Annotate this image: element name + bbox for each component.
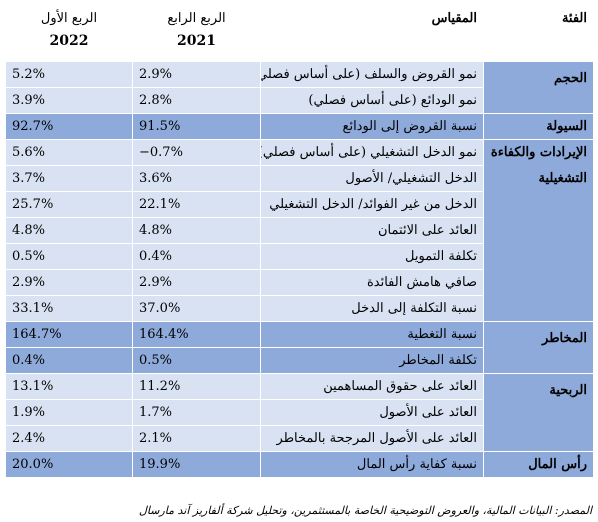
- table-row: المخاطر نسبة التغطية 164.4% 164.7%: [5, 321, 594, 374]
- value-q4-2021: 2.1%: [132, 425, 261, 452]
- value-q4-2021: 164.4%: [132, 321, 261, 348]
- metric-cell: نسبة كفاية رأس المال: [260, 451, 484, 478]
- value-q4-2021: 1.7%: [132, 399, 261, 426]
- table-row: العائد على الأصول 1.7% 1.9%: [5, 399, 594, 426]
- value-q4-2021: −0.7%: [132, 139, 261, 166]
- metric-cell: نمو الدخل التشغيلي (على أساس فصلي): [260, 139, 484, 166]
- value-q1-2022: 92.7%: [5, 113, 133, 140]
- metric-cell: العائد على حقوق المساهمين: [260, 373, 484, 400]
- value-q4-2021: 2.9%: [132, 269, 261, 296]
- value-q1-2022: 2.4%: [5, 425, 133, 452]
- value-q1-2022: 20.0%: [5, 451, 133, 478]
- category-cell: المخاطر: [483, 321, 594, 374]
- table-row: تكلفة التمويل 0.4% 0.5%: [5, 243, 594, 270]
- metric-cell: نسبة التكلفة إلى الدخل: [260, 295, 484, 322]
- value-q1-2022: 2.9%: [5, 269, 133, 296]
- metric-cell: نمو القروض والسلف (على أساس فصلي): [260, 61, 484, 88]
- header-q1-year: 2022: [49, 33, 89, 49]
- value-q1-2022: 5.2%: [5, 61, 133, 88]
- category-cell: الربحية: [483, 373, 594, 452]
- header-q4-2021: الربع الرابع 2021: [132, 5, 261, 62]
- metric-cell: تكلفة المخاطر: [260, 347, 484, 374]
- metric-cell: نسبة التغطية: [260, 321, 484, 348]
- source-note: المصدر: البيانات المالية، والعروض التوضي…: [138, 504, 592, 517]
- value-q4-2021: 3.6%: [132, 165, 261, 192]
- value-q4-2021: 2.8%: [132, 87, 261, 114]
- value-q4-2021: 19.9%: [132, 451, 261, 478]
- metric-cell: العائد على الأصول المرجحة بالمخاطر: [260, 425, 484, 452]
- metric-cell: الدخل من غير الفوائد/ الدخل التشغيلي: [260, 191, 484, 218]
- table-row: الحجم نمو القروض والسلف (على أساس فصلي) …: [5, 61, 594, 114]
- value-q4-2021: 2.9%: [132, 61, 261, 88]
- value-q4-2021: 22.1%: [132, 191, 261, 218]
- value-q4-2021: 0.5%: [132, 347, 261, 374]
- value-q1-2022: 3.7%: [5, 165, 133, 192]
- table-row: الدخل التشغيلي/ الأصول 3.6% 3.7%: [5, 165, 594, 192]
- value-q4-2021: 4.8%: [132, 217, 261, 244]
- table-row: الربحية العائد على حقوق المساهمين 11.2% …: [5, 373, 594, 452]
- header-row: الفئة المقياس الربع الرابع 2021 الربع ال…: [5, 5, 594, 62]
- value-q1-2022: 1.9%: [5, 399, 133, 426]
- value-q1-2022: 25.7%: [5, 191, 133, 218]
- header-q1-2022: الربع الأول 2022: [5, 5, 133, 62]
- value-q1-2022: 3.9%: [5, 87, 133, 114]
- value-q1-2022: 4.8%: [5, 217, 133, 244]
- metric-cell: العائد على الائتمان: [260, 217, 484, 244]
- value-q4-2021: 0.4%: [132, 243, 261, 270]
- header-q1-label: الربع الأول: [40, 11, 98, 26]
- banking-metrics-table: الفئة المقياس الربع الرابع 2021 الربع ال…: [5, 5, 594, 478]
- table-row: نمو الودائع (على أساس فصلي) 2.8% 3.9%: [5, 87, 594, 114]
- metric-cell: العائد على الأصول: [260, 399, 484, 426]
- metric-cell: صافي هامش الفائدة: [260, 269, 484, 296]
- value-q1-2022: 0.5%: [5, 243, 133, 270]
- metric-cell: نمو الودائع (على أساس فصلي): [260, 87, 484, 114]
- table-row: تكلفة المخاطر 0.5% 0.4%: [5, 347, 594, 374]
- metric-cell: الدخل التشغيلي/ الأصول: [260, 165, 484, 192]
- table-row: نسبة التكلفة إلى الدخل 37.0% 33.1%: [5, 295, 594, 322]
- header-q4-year: 2021: [177, 33, 216, 49]
- metric-cell: تكلفة التمويل: [260, 243, 484, 270]
- value-q1-2022: 5.6%: [5, 139, 133, 166]
- category-cell: السيولة: [483, 113, 594, 140]
- value-q1-2022: 33.1%: [5, 295, 133, 322]
- table-row: الإيرادات والكفاءة التشغيلية نمو الدخل ا…: [5, 139, 594, 322]
- header-q4-label: الربع الرابع: [167, 11, 226, 26]
- value-q1-2022: 0.4%: [5, 347, 133, 374]
- table-row: الدخل من غير الفوائد/ الدخل التشغيلي 22.…: [5, 191, 594, 218]
- header-metric: المقياس: [260, 5, 484, 62]
- value-q4-2021: 11.2%: [132, 373, 261, 400]
- category-cell: رأس المال: [483, 451, 594, 478]
- table-row: رأس المال نسبة كفاية رأس المال 19.9% 20.…: [5, 451, 594, 478]
- category-cell: الحجم: [483, 61, 594, 114]
- header-category: الفئة: [483, 5, 594, 62]
- category-cell: الإيرادات والكفاءة التشغيلية: [483, 139, 594, 322]
- table-row: السيولة نسبة القروض إلى الودائع 91.5% 92…: [5, 113, 594, 140]
- metric-cell: نسبة القروض إلى الودائع: [260, 113, 484, 140]
- table-row: العائد على الائتمان 4.8% 4.8%: [5, 217, 594, 244]
- value-q4-2021: 37.0%: [132, 295, 261, 322]
- value-q4-2021: 91.5%: [132, 113, 261, 140]
- value-q1-2022: 13.1%: [5, 373, 133, 400]
- value-q1-2022: 164.7%: [5, 321, 133, 348]
